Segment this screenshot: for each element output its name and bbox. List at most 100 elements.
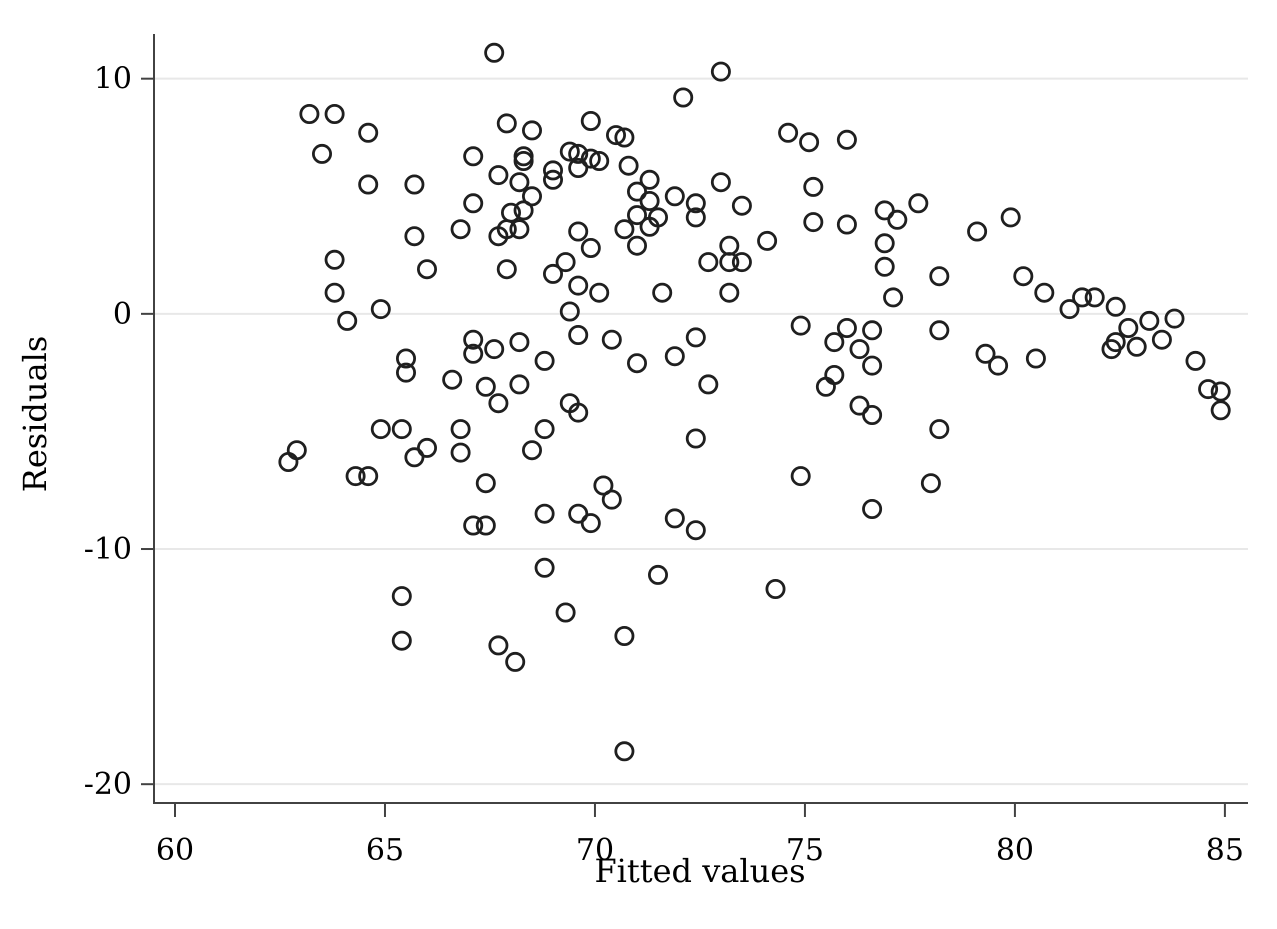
- data-point: [874, 200, 895, 221]
- data-point: [593, 475, 614, 496]
- data-point: [513, 200, 534, 221]
- data-point: [568, 324, 589, 345]
- data-point: [849, 395, 870, 416]
- data-point: [589, 282, 610, 303]
- data-point: [475, 376, 496, 397]
- data-point: [488, 165, 509, 186]
- data-point: [496, 259, 517, 280]
- data-point: [463, 343, 484, 364]
- data-point: [1084, 287, 1105, 308]
- data-point: [862, 320, 883, 341]
- data-point: [370, 419, 391, 440]
- data-point: [975, 343, 996, 364]
- data-point: [324, 249, 345, 270]
- data-point: [1059, 299, 1080, 320]
- data-point: [673, 87, 694, 108]
- data-point: [639, 216, 660, 237]
- x-axis-title: Fitted values: [594, 852, 805, 890]
- data-point: [1013, 266, 1034, 287]
- x-tick-label: 85: [1206, 833, 1244, 868]
- data-point: [488, 635, 509, 656]
- data-point: [862, 404, 883, 425]
- data-point: [803, 212, 824, 233]
- data-point: [836, 317, 857, 338]
- data-point: [534, 557, 555, 578]
- data-point: [1164, 308, 1185, 329]
- data-point: [836, 129, 857, 150]
- data-point: [627, 181, 648, 202]
- x-tick-label: 65: [366, 833, 404, 868]
- data-point: [568, 402, 589, 423]
- data-point: [790, 315, 811, 336]
- data-point: [463, 515, 484, 536]
- data-point: [614, 741, 635, 762]
- data-point: [862, 355, 883, 376]
- data-point: [824, 332, 845, 353]
- data-point: [967, 221, 988, 242]
- data-point: [1000, 207, 1021, 228]
- y-axis-title: Residuals: [16, 336, 54, 493]
- data-point: [484, 339, 505, 360]
- y-tick-label: 10: [94, 62, 132, 97]
- data-point: [580, 237, 601, 258]
- data-point: [509, 374, 530, 395]
- y-tick-label: -20: [84, 767, 132, 802]
- data-point: [908, 193, 929, 214]
- data-point: [685, 327, 706, 348]
- data-point: [463, 193, 484, 214]
- data-point: [358, 174, 379, 195]
- data-point: [475, 473, 496, 494]
- data-point: [463, 146, 484, 167]
- data-point: [450, 442, 471, 463]
- data-point: [580, 148, 601, 169]
- data-point: [1210, 400, 1231, 421]
- data-point: [555, 252, 576, 273]
- data-point: [719, 235, 740, 256]
- data-point: [929, 419, 950, 440]
- data-point: [627, 235, 648, 256]
- data-point: [887, 209, 908, 230]
- data-point: [543, 263, 564, 284]
- data-point: [299, 104, 320, 125]
- data-point: [522, 120, 543, 141]
- data-point: [731, 252, 752, 273]
- data-point: [862, 498, 883, 519]
- data-point: [874, 256, 895, 277]
- data-point: [988, 355, 1009, 376]
- data-point: [799, 132, 820, 153]
- data-point: [815, 376, 836, 397]
- data-point: [652, 282, 673, 303]
- data-point: [450, 219, 471, 240]
- data-point: [601, 489, 622, 510]
- data-point: [1105, 296, 1126, 317]
- data-point: [639, 169, 660, 190]
- data-point: [765, 579, 786, 600]
- data-point: [1139, 310, 1160, 331]
- data-point: [568, 157, 589, 178]
- data-point: [543, 169, 564, 190]
- data-point: [391, 586, 412, 607]
- data-point: [559, 141, 580, 162]
- data-point: [874, 233, 895, 254]
- data-point: [664, 346, 685, 367]
- data-point: [534, 350, 555, 371]
- data-point: [513, 150, 534, 171]
- data-point: [416, 437, 437, 458]
- data-point: [509, 172, 530, 193]
- data-point: [710, 61, 731, 82]
- x-tick-label: 80: [996, 833, 1034, 868]
- data-point: [1034, 282, 1055, 303]
- data-point: [648, 564, 669, 585]
- data-point: [522, 440, 543, 461]
- data-point: [920, 473, 941, 494]
- data-point: [929, 266, 950, 287]
- data-point: [509, 219, 530, 240]
- data-point: [719, 252, 740, 273]
- data-point: [311, 143, 332, 164]
- x-tick-label: 75: [786, 833, 824, 868]
- data-point: [404, 174, 425, 195]
- data-point: [685, 193, 706, 214]
- data-point: [509, 332, 530, 353]
- data-point: [568, 503, 589, 524]
